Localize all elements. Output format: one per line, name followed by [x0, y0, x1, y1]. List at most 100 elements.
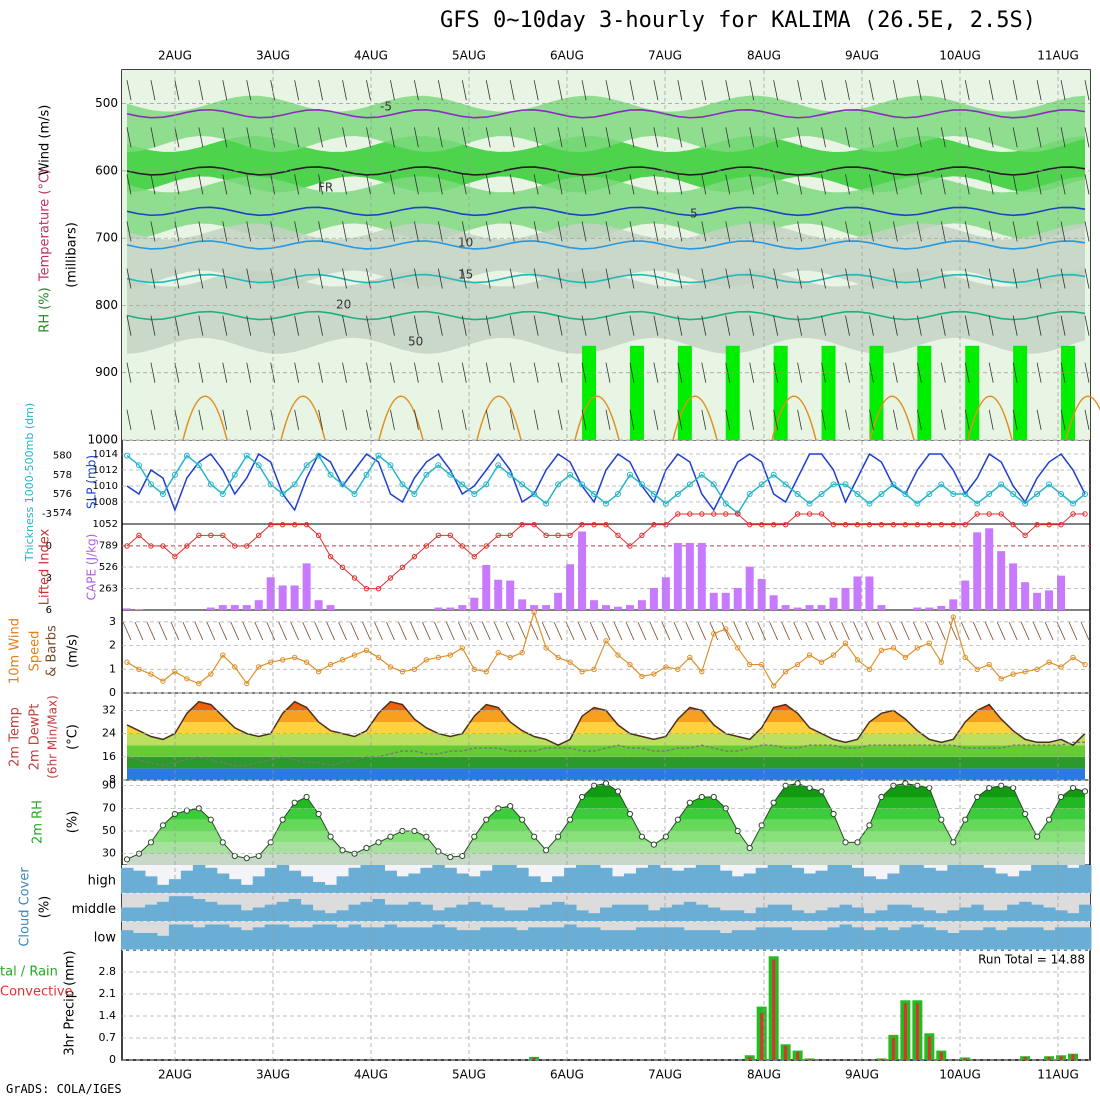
temp-band	[127, 756, 1085, 769]
cloud-cell	[1055, 865, 1068, 894]
li-point	[962, 521, 968, 528]
wind-barb	[342, 409, 347, 430]
li-point	[818, 511, 825, 517]
wind-speed-point	[208, 671, 214, 677]
wind-speed-point	[651, 671, 657, 677]
cape-bar	[637, 600, 646, 610]
wind-speed-point	[447, 652, 454, 658]
wind-speed-point	[399, 668, 406, 675]
wind-barb	[174, 268, 180, 289]
cloud-cell	[132, 870, 146, 894]
wind-barb-10m	[1020, 621, 1030, 641]
cloud-cell	[312, 910, 326, 922]
wind-speed-point	[375, 654, 382, 661]
pressure-tick: 700	[95, 231, 118, 245]
wind-speed-point	[1034, 666, 1040, 672]
wind-speed-point	[938, 659, 944, 665]
cloud-cell	[192, 865, 206, 894]
cloud-cell	[1055, 927, 1068, 950]
thickness-point	[219, 491, 226, 497]
rh-band	[127, 853, 1085, 865]
cloud-cell	[372, 899, 385, 922]
cloud-cell	[240, 910, 254, 922]
wind-speed-point	[998, 676, 1004, 682]
wind-barb	[1060, 127, 1066, 148]
wind-barb	[964, 315, 970, 336]
precip-conv-bar	[1023, 1056, 1027, 1060]
cape-bar	[973, 532, 982, 610]
cloud-cell	[767, 927, 781, 950]
cloud-cell	[959, 930, 972, 950]
rh-band	[127, 842, 1085, 854]
cloud-cell	[121, 907, 134, 922]
wind-barb	[485, 409, 491, 430]
cloud-cell	[216, 873, 230, 894]
ylabel-rh2m-unit: (%)	[66, 811, 81, 834]
cape-bar	[769, 595, 778, 610]
wind-barb	[677, 362, 683, 383]
cloud-cell	[264, 904, 278, 922]
cloud-cell	[839, 865, 852, 894]
cloud-cell	[240, 884, 254, 894]
li-point	[747, 521, 753, 528]
li-point	[531, 521, 537, 528]
thickness-point	[483, 481, 490, 488]
thickness-point	[890, 481, 897, 488]
cloud-cell	[252, 927, 266, 950]
wind-barb	[916, 127, 922, 148]
wind-barb	[988, 174, 994, 195]
wind-barb	[940, 80, 946, 101]
wind-speed-point	[268, 659, 274, 665]
wind-barb	[390, 268, 395, 289]
cape-bar	[1057, 575, 1066, 610]
wind-barb	[797, 127, 802, 148]
wind-barb	[246, 315, 252, 336]
wind-barb	[198, 80, 204, 101]
wind-barb	[821, 80, 826, 101]
precip-conv-bar	[772, 959, 776, 1060]
cloud-cell	[144, 933, 158, 950]
thickness-tick: 578	[53, 470, 72, 481]
cloud-level-label: low	[94, 930, 117, 945]
rh-point	[638, 833, 646, 840]
li-point	[363, 585, 370, 592]
wind-speed-point	[459, 645, 465, 651]
cloud-cell	[995, 930, 1008, 950]
cloud-cell	[564, 924, 577, 950]
rh-point	[507, 802, 514, 810]
cape-bar	[206, 607, 215, 610]
cloud-cell	[935, 930, 948, 950]
cloud-cell	[779, 865, 793, 894]
wind-barb	[629, 80, 635, 101]
wind-barb	[773, 127, 779, 148]
cloud-cell	[444, 907, 457, 922]
wind-tick: 1	[109, 662, 116, 675]
cloud-cell	[659, 907, 673, 922]
wind-barb	[557, 80, 563, 101]
wind-speed-point	[758, 661, 765, 668]
wind-barb	[701, 315, 707, 336]
cloud-cell	[192, 927, 206, 950]
rh-moist-column	[629, 345, 644, 440]
wind-barb	[1084, 80, 1090, 101]
wind-barb	[725, 409, 731, 430]
cape-bar	[805, 605, 814, 610]
wind-barb	[821, 174, 826, 195]
wind-barb	[318, 315, 323, 336]
wind-barb	[294, 409, 300, 430]
cloud-cell	[707, 930, 721, 950]
ylabel-wind: Wind (m/s)	[38, 105, 53, 176]
ylabel-temp: 2m Temp	[8, 707, 23, 767]
ylabel-cape: CAPE (J/kg)	[85, 534, 99, 601]
wind-barb-10m	[709, 621, 719, 641]
rh-tick: 30	[102, 847, 116, 860]
wind-barb	[294, 174, 300, 195]
wind-speed-point	[902, 654, 909, 661]
wind-tick: 3	[109, 615, 116, 628]
thickness-point	[686, 481, 693, 488]
precip-conv-bar	[903, 1003, 907, 1060]
wind-barb-10m	[266, 621, 276, 641]
wind-barb	[1060, 409, 1066, 430]
wind-barb	[940, 174, 946, 195]
cloud-cell	[839, 904, 852, 922]
